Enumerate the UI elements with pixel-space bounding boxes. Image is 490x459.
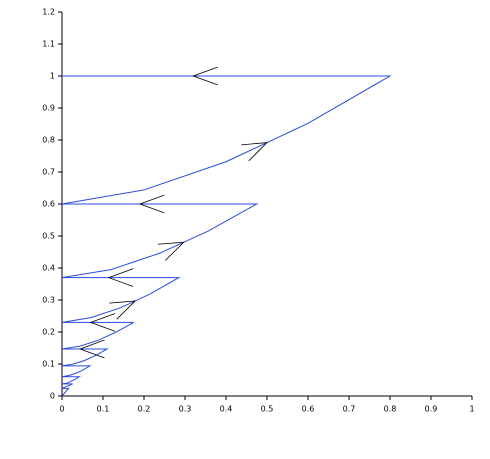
y-tick-label: 1.2 <box>42 8 55 17</box>
x-tick-label: 0.4 <box>220 405 233 414</box>
x-tick-label: 0.9 <box>425 405 438 414</box>
y-tick-label: 0.4 <box>42 264 55 273</box>
direction-arrow <box>192 66 218 86</box>
y-tick-label: 0.5 <box>42 232 55 241</box>
x-tick-label: 0.5 <box>261 405 274 414</box>
direction-arrow <box>109 300 137 320</box>
direction-arrow <box>157 241 185 261</box>
y-tick-label: 0.2 <box>42 328 55 337</box>
direction-arrow <box>241 142 269 162</box>
y-tick-label: 0.3 <box>42 296 55 305</box>
y-tick-label: 0.6 <box>42 200 55 209</box>
x-tick-label: 0.8 <box>384 405 397 414</box>
y-tick-label: 0.8 <box>42 136 55 145</box>
direction-arrow <box>78 339 105 359</box>
line <box>61 75 392 397</box>
y-tick-label: 1 <box>50 72 55 81</box>
x-tick-label: 1 <box>469 405 474 414</box>
y-tick-label: 1.1 <box>42 40 55 49</box>
y-tick-label: 0 <box>50 392 55 401</box>
direction-arrow <box>89 313 116 332</box>
x-tick-label: 0 <box>59 405 64 414</box>
x-tick-label: 0.7 <box>343 405 356 414</box>
y-tick-label: 0.9 <box>42 104 55 113</box>
x-tick-label: 0.3 <box>179 405 192 414</box>
direction-arrow <box>107 268 134 287</box>
y-tick-label: 0.1 <box>42 360 55 369</box>
x-tick-label: 0.1 <box>97 405 110 414</box>
direction-arrow <box>138 194 165 214</box>
y-tick-label: 0.7 <box>42 168 55 177</box>
x-tick-label: 0.6 <box>302 405 315 414</box>
x-tick-label: 0.2 <box>138 405 151 414</box>
